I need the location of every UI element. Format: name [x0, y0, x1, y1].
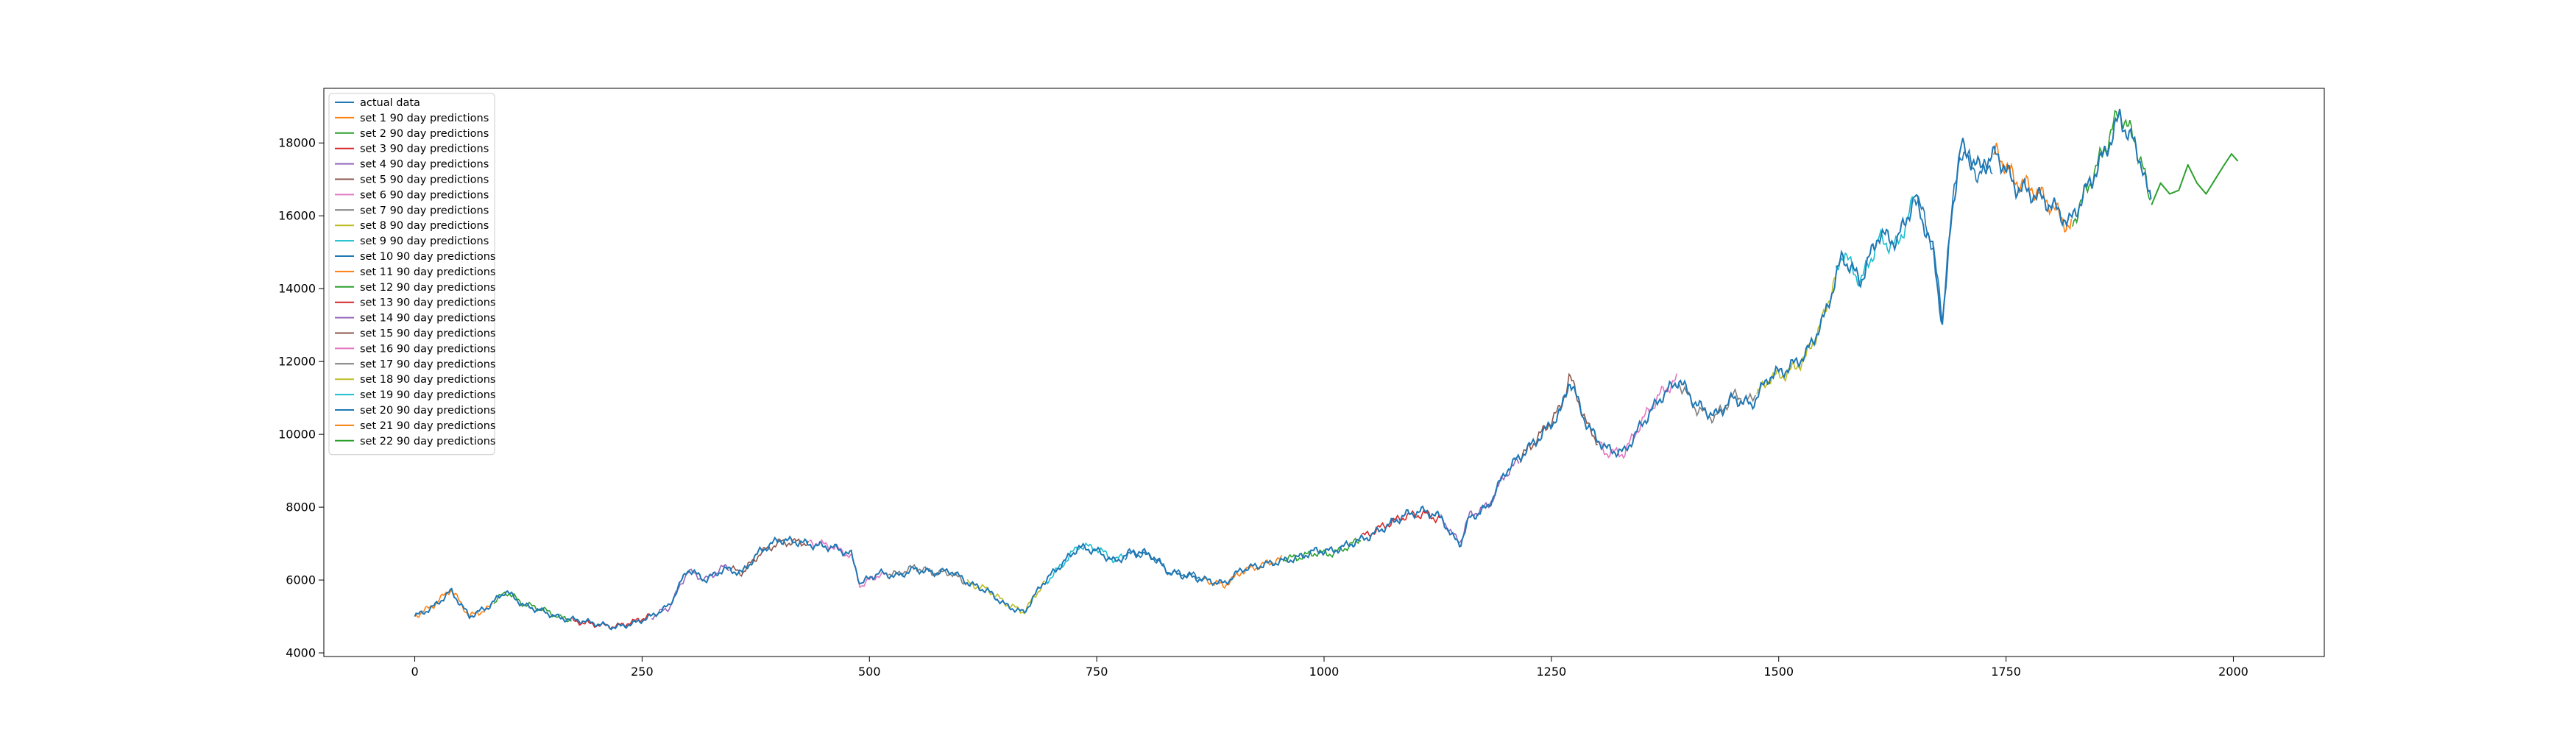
legend-label: set 19 90 day predictions	[360, 389, 495, 401]
plot-lines	[414, 108, 2239, 631]
y-tick-label: 6000	[286, 573, 316, 587]
legend-label: set 15 90 day predictions	[360, 328, 495, 340]
prediction-line-16	[1599, 373, 1677, 459]
y-axis: 4000 6000 8000 10000 12000 14000 16000 18000	[278, 136, 324, 660]
legend-label: set 13 90 day predictions	[360, 297, 495, 309]
legend-label: actual data	[360, 97, 420, 109]
x-tick-label: 500	[858, 665, 881, 679]
x-tick-label: 2000	[2218, 665, 2248, 679]
y-tick-label: 8000	[286, 500, 316, 514]
legend-label: set 1 90 day predictions	[360, 113, 489, 124]
x-tick-label: 250	[631, 665, 654, 679]
y-tick-label: 10000	[278, 428, 316, 442]
x-axis: 0 250 500 750 1000 1250 1500 1750 2000	[411, 657, 2248, 679]
legend: actual data set 1 90 day predictions set 2…	[328, 93, 495, 456]
legend-label: set 6 90 day predictions	[360, 189, 489, 201]
x-tick-label: 750	[1086, 665, 1108, 679]
legend-label: set 4 90 day predictions	[360, 159, 489, 171]
forecast-line	[2151, 153, 2239, 205]
legend-label: set 2 90 day predictions	[360, 128, 489, 140]
legend-label: set 17 90 day predictions	[360, 358, 495, 370]
legend-label: set 11 90 day predictions	[360, 266, 495, 278]
y-tick-label: 18000	[278, 136, 316, 150]
legend-label: set 12 90 day predictions	[360, 282, 495, 294]
x-tick-label: 1500	[1763, 665, 1794, 679]
legend-label: set 8 90 day predictions	[360, 220, 489, 232]
y-tick-label: 4000	[286, 646, 316, 660]
prediction-line-6	[809, 539, 888, 589]
prediction-line-4	[651, 563, 730, 620]
prediction-line-11	[1203, 554, 1283, 590]
legend-box	[328, 93, 495, 456]
prediction-line-5	[729, 538, 809, 577]
x-tick-label: 1250	[1537, 665, 1567, 679]
legend-label: set 9 90 day predictions	[360, 236, 489, 247]
legend-label: set 14 90 day predictions	[360, 313, 495, 325]
x-tick-label: 1750	[1991, 665, 2021, 679]
legend-label: set 18 90 day predictions	[360, 374, 495, 386]
legend-label: set 16 90 day predictions	[360, 343, 495, 355]
y-tick-label: 12000	[278, 355, 316, 369]
x-tick-label: 1000	[1309, 665, 1340, 679]
legend-label: set 10 90 day predictions	[360, 251, 495, 263]
actual-data-line	[414, 108, 2152, 631]
prediction-line-15	[1519, 372, 1598, 464]
legend-label: set 22 90 day predictions	[360, 436, 495, 447]
y-tick-label: 16000	[278, 209, 316, 223]
legend-label: set 7 90 day predictions	[360, 205, 489, 216]
y-tick-label: 14000	[278, 282, 316, 296]
prediction-line-19	[1835, 195, 1914, 288]
legend-label: set 21 90 day predictions	[360, 420, 495, 432]
x-tick-label: 0	[411, 665, 418, 679]
legend-label: set 20 90 day predictions	[360, 405, 495, 417]
legend-label: set 3 90 day predictions	[360, 144, 489, 155]
legend-label: set 5 90 day predictions	[360, 174, 489, 186]
